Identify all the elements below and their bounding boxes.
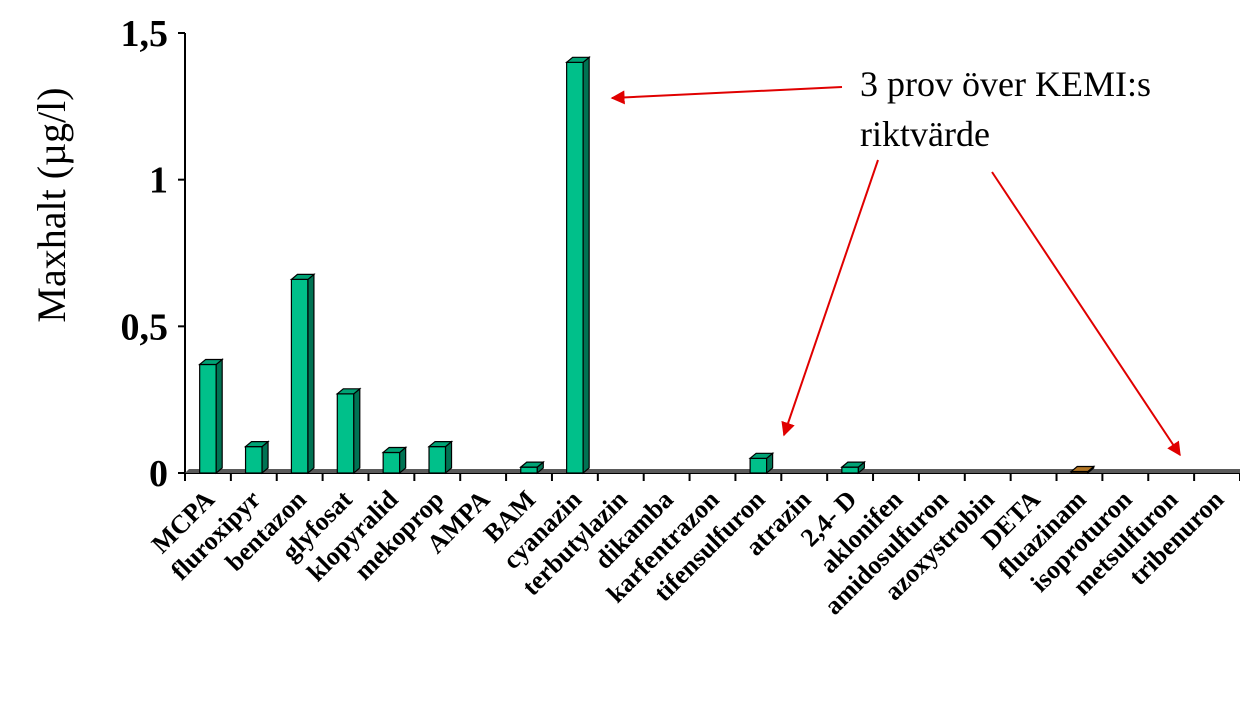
bar — [519, 460, 545, 475]
y-tick-label: 0 — [149, 453, 168, 495]
bars — [185, 56, 1240, 475]
annotation-arrow-metsulfuron — [991, 171, 1181, 457]
x-ticks: MCPAfluroxipyrbentazonglyfosatklopyralid… — [146, 473, 1240, 620]
annotation-line-2: riktvärde — [860, 114, 990, 154]
bar — [427, 440, 454, 475]
y-tick-label: 1 — [149, 160, 168, 202]
y-axis-label: Maxhalt (µg/l) — [29, 87, 74, 322]
bar — [1069, 465, 1096, 475]
y-tick-label: 0,5 — [121, 306, 169, 348]
bar — [840, 460, 867, 475]
bar — [335, 387, 362, 475]
annotation-arrow-tifensulfuron — [781, 159, 879, 437]
annotation-arrow-cyanazin — [610, 86, 843, 105]
bar — [564, 56, 591, 475]
y-ticks: 0 0,5 1 1,5 — [121, 13, 185, 495]
bar — [289, 273, 316, 475]
bar — [748, 452, 775, 475]
bar — [198, 358, 224, 475]
y-tick-label: 1,5 — [121, 13, 169, 55]
annotation-line-1: 3 prov över KEMI:s — [860, 64, 1151, 104]
annotation: 3 prov över KEMI:s riktvärde — [610, 64, 1181, 457]
bar — [243, 440, 270, 475]
bar — [381, 446, 408, 475]
